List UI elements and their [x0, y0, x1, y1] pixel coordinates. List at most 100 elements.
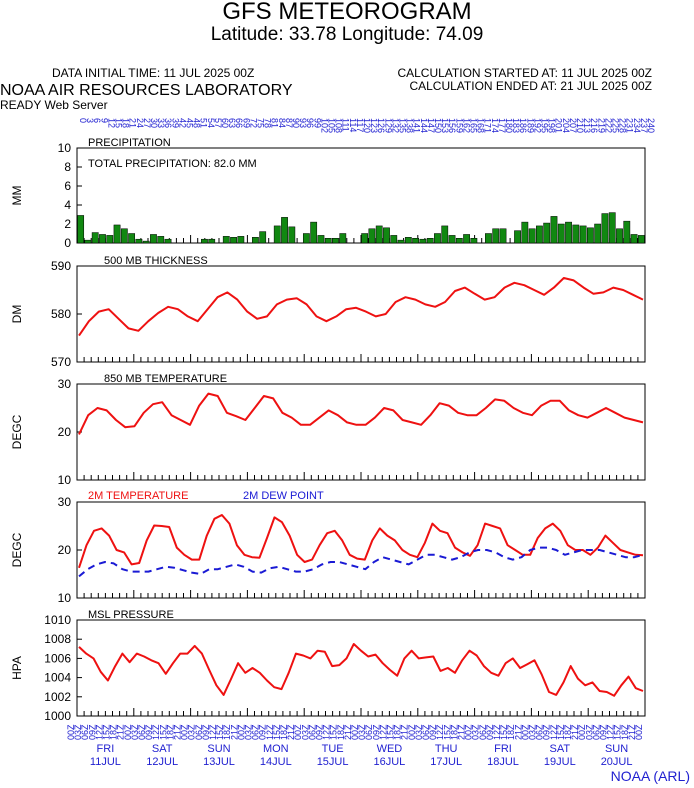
- date-label: 20JUL: [601, 756, 633, 768]
- forecast-hour-label: 21: [128, 118, 138, 128]
- precip-bar: [310, 221, 318, 244]
- forecast-hour-label: 90: [291, 118, 301, 128]
- precip-bar: [463, 234, 470, 244]
- utc-time-label: 09Z: [258, 724, 268, 740]
- utc-time-label: 15Z: [158, 724, 168, 740]
- forecast-hour-label: 117: [355, 118, 365, 132]
- utc-time-label: 03Z: [300, 724, 310, 740]
- utc-time-label: 00Z: [66, 724, 76, 740]
- y-tick-label: 20: [58, 425, 72, 439]
- date-label: 15JUL: [317, 756, 349, 768]
- forecast-hour-label: 3: [85, 118, 95, 123]
- utc-time-label: 00Z: [350, 724, 360, 740]
- precip-bar: [150, 234, 157, 244]
- y-tick-label: 10: [58, 473, 72, 487]
- forecast-hour-label: 99: [312, 118, 322, 128]
- precip-bar: [455, 238, 463, 244]
- precip-bar: [514, 230, 521, 244]
- precip-bar: [135, 238, 143, 244]
- y-tick-label: 4: [64, 198, 71, 212]
- utc-time-label: 00Z: [577, 724, 587, 740]
- y-tick-label: 1000: [44, 709, 71, 723]
- forecast-hour-label: 204: [561, 118, 571, 133]
- utc-time-label: 06Z: [194, 724, 204, 740]
- precip-bar: [339, 233, 347, 244]
- forecast-hour-label: 129: [383, 118, 393, 133]
- forecast-hour-label: 45: [185, 118, 195, 128]
- panel-title: 500 MB THICKNESS: [104, 255, 208, 267]
- forecast-hour-label: 210: [575, 118, 585, 133]
- forecast-hour-label: 27: [142, 118, 152, 128]
- y-axis-label: DEGC: [10, 532, 24, 567]
- precip-bar: [84, 239, 92, 244]
- utc-time-label: 21Z: [286, 724, 296, 740]
- panel-frame: [76, 265, 646, 363]
- forecast-hour-label: 75: [256, 118, 266, 128]
- utc-time-label: 00Z: [464, 724, 474, 740]
- utc-time-label: 06Z: [80, 724, 90, 740]
- utc-time-label: 06Z: [251, 724, 261, 740]
- forecast-hour-label: 42: [177, 118, 187, 128]
- forecast-hour-label: 138: [405, 118, 415, 133]
- forecast-hour-label: 213: [582, 118, 592, 133]
- forecast-hour-label: 24: [135, 118, 145, 128]
- precip-bar: [99, 234, 106, 244]
- forecast-hour-label: 156: [447, 118, 457, 133]
- utc-time-label: 06Z: [591, 724, 601, 740]
- utc-time-label: 03Z: [73, 724, 83, 740]
- forecast-hour-label: 111: [341, 118, 351, 132]
- forecast-hour-label: 135: [398, 118, 408, 133]
- precip-bar: [586, 227, 594, 244]
- precip-bar: [222, 236, 230, 244]
- utc-time-label: 12Z: [208, 724, 218, 740]
- utc-time-label: 12Z: [435, 724, 445, 740]
- utc-time-label: 00Z: [634, 724, 644, 740]
- forecast-hour-label: 222: [603, 118, 613, 133]
- y-tick-label: 20: [58, 543, 72, 557]
- server-name: READY Web Server: [0, 98, 108, 112]
- forecast-hour-label: 159: [454, 118, 464, 133]
- utc-time-label: 21Z: [400, 724, 410, 740]
- precip-bar: [434, 233, 441, 244]
- utc-time-label: 15Z: [329, 724, 339, 740]
- utc-time-label: 21Z: [116, 724, 126, 740]
- utc-time-label: 15Z: [102, 724, 112, 740]
- total-precip-annotation: TOTAL PRECIPITATION: 82.0 MM: [88, 158, 257, 170]
- precip-bar: [608, 212, 616, 244]
- forecast-hour-label: 153: [440, 118, 450, 133]
- date-label: 16JUL: [374, 756, 406, 768]
- y-tick-label: 2: [64, 217, 71, 231]
- forecast-hour-label: 126: [376, 118, 386, 133]
- precip-bar: [368, 228, 376, 244]
- forecast-hour-label: 225: [611, 118, 621, 133]
- forecast-hour-label: 192: [532, 118, 542, 133]
- utc-time-label: 09Z: [599, 724, 609, 740]
- precip-bar: [208, 238, 216, 244]
- calculation-ended: CALCULATION ENDED AT: 21 JUL 2025 00Z: [409, 79, 652, 93]
- thickness-line: [78, 277, 644, 337]
- forecast-hour-label: 87: [284, 118, 294, 128]
- utc-time-label: 09Z: [371, 724, 381, 740]
- utc-time-label: 00Z: [293, 724, 303, 740]
- precip-bar: [492, 228, 500, 244]
- forecast-hour-label: 216: [589, 118, 599, 133]
- precip-bar: [106, 235, 114, 244]
- precip-bar: [397, 239, 405, 244]
- precip-bar: [579, 225, 587, 244]
- forecast-hour-label: 0: [78, 118, 88, 123]
- utc-time-label: 18Z: [449, 724, 459, 740]
- utc-time-label: 03Z: [414, 724, 424, 740]
- utc-time-label: 15Z: [499, 724, 509, 740]
- forecast-hour-label: 177: [497, 118, 507, 133]
- utc-time-label: 03Z: [357, 724, 367, 740]
- day-of-week-label: SAT: [550, 743, 571, 755]
- utc-time-label: 18Z: [109, 724, 119, 740]
- date-label: 12JUL: [146, 756, 178, 768]
- precip-bar: [536, 225, 543, 244]
- precip-bar: [120, 228, 128, 244]
- forecast-hour-label: 231: [625, 118, 635, 133]
- lab-name: NOAA AIR RESOURCES LABORATORY: [0, 82, 293, 99]
- utc-time-label: 18Z: [393, 724, 403, 740]
- utc-time-label: 18Z: [165, 724, 175, 740]
- utc-time-label: 15Z: [613, 724, 623, 740]
